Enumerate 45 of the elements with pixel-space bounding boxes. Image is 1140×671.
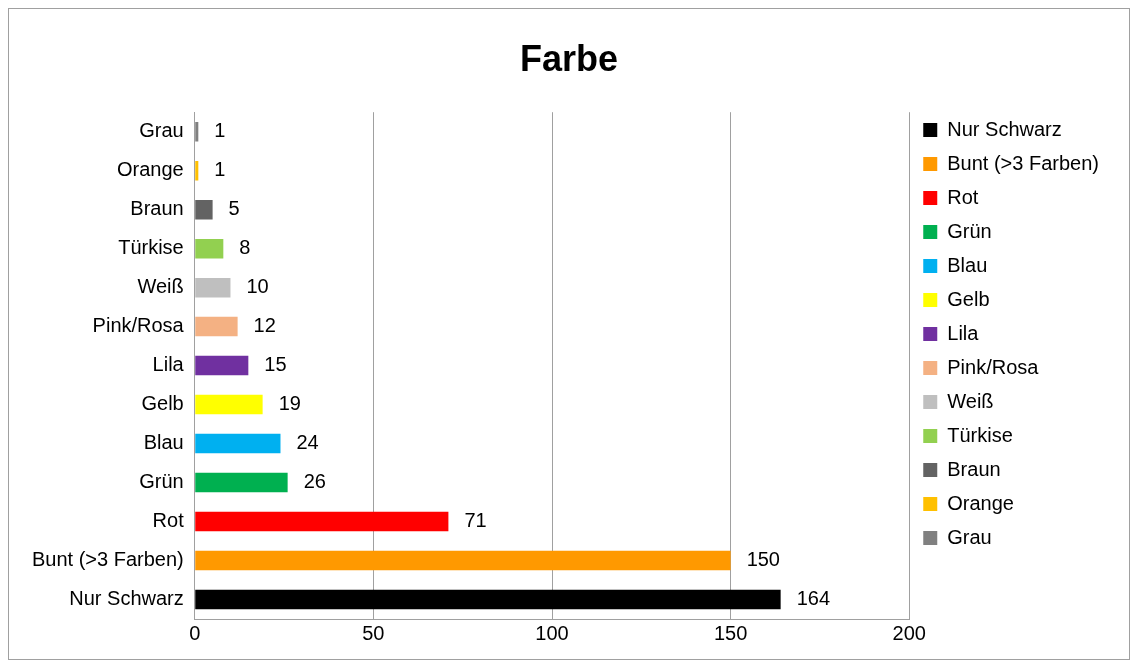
data-label: 26: [303, 470, 326, 493]
data-label: 5: [228, 197, 240, 220]
x-tick-label: 200: [892, 621, 926, 644]
y-tick-label: Lila: [152, 353, 185, 376]
y-tick-label: Orange: [117, 158, 184, 181]
data-label: 19: [278, 392, 301, 415]
legend-label: Rot: [947, 185, 979, 208]
data-label: 1: [214, 119, 226, 142]
y-tick-label: Türkise: [118, 236, 184, 259]
x-tick-label: 100: [535, 621, 569, 644]
data-label: 150: [746, 548, 780, 571]
data-label: 24: [296, 431, 319, 454]
legend-label: Gelb: [947, 287, 990, 310]
legend-label: Lila: [947, 321, 980, 344]
data-label: 164: [796, 587, 831, 610]
legend-label: Orange: [947, 491, 1014, 514]
legend-label: Braun: [947, 457, 1001, 480]
data-label: 10: [246, 275, 269, 298]
chart-title: Farbe: [519, 37, 619, 79]
data-label: 71: [464, 509, 487, 532]
legend-label: Blau: [947, 253, 988, 276]
data-label: 8: [239, 236, 251, 259]
y-tick-label: Bunt (>3 Farben): [32, 548, 184, 571]
data-label: 1: [214, 158, 226, 181]
y-tick-label: Rot: [152, 509, 185, 532]
y-tick-label: Blau: [143, 431, 184, 454]
x-tick-label: 150: [713, 621, 748, 644]
legend-label: Pink/Rosa: [947, 355, 1040, 378]
y-tick-label: Nur Schwarz: [69, 587, 184, 610]
legend-label: Weiß: [947, 389, 994, 412]
legend-label: Bunt (>3 Farben): [947, 151, 1099, 174]
y-tick-label: Grün: [139, 470, 184, 493]
data-label: 15: [264, 353, 287, 376]
legend-label: Grau: [947, 525, 992, 548]
legend-label: Nur Schwarz: [947, 117, 1062, 140]
data-label: 12: [253, 314, 276, 337]
y-tick-label: Gelb: [141, 392, 184, 415]
y-tick-label: Pink/Rosa: [92, 314, 185, 337]
x-tick-label: 0: [189, 621, 201, 644]
y-tick-label: Grau: [139, 119, 184, 142]
y-tick-label: Weiß: [137, 275, 184, 298]
legend-label: Grün: [947, 219, 992, 242]
y-tick-label: Braun: [130, 197, 184, 220]
legend-label: Türkise: [947, 423, 1013, 446]
x-tick-label: 50: [362, 621, 385, 644]
